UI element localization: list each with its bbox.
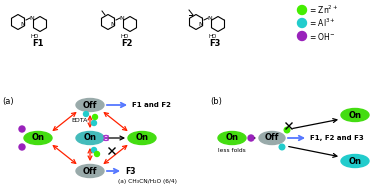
Circle shape [84,112,88,117]
Text: N: N [29,16,34,21]
Text: (a): (a) [2,97,14,106]
Ellipse shape [24,132,52,144]
Text: (b): (b) [210,97,222,106]
Text: F1 and F2: F1 and F2 [132,102,171,108]
Text: HO: HO [209,33,217,38]
Circle shape [297,18,307,28]
Circle shape [19,126,25,132]
Circle shape [284,127,290,133]
Circle shape [248,135,254,141]
Text: N: N [198,23,203,28]
Text: On: On [226,134,239,142]
Text: N: N [21,23,25,28]
Circle shape [94,152,99,157]
Text: On: On [135,134,149,142]
Text: EDTA: EDTA [72,119,88,124]
Text: HO: HO [121,33,129,38]
Circle shape [279,144,285,150]
Circle shape [91,147,96,152]
Ellipse shape [218,132,246,144]
Text: Off: Off [265,134,279,142]
Text: less folds: less folds [218,148,246,153]
Text: Off: Off [83,100,97,110]
Text: = Zn$^{2+}$: = Zn$^{2+}$ [309,4,338,16]
Text: = OH$^{-}$: = OH$^{-}$ [309,31,336,41]
Circle shape [91,120,96,125]
Circle shape [297,6,307,14]
Text: On: On [31,134,45,142]
Circle shape [93,115,98,120]
Ellipse shape [341,108,369,122]
Ellipse shape [76,98,104,112]
Text: = Al$^{3+}$: = Al$^{3+}$ [309,17,336,29]
Text: On: On [349,110,361,120]
Text: F2: F2 [121,40,133,48]
Ellipse shape [76,164,104,177]
Text: N: N [111,23,115,28]
Text: N: N [119,16,124,21]
Circle shape [19,144,25,150]
Ellipse shape [259,132,285,144]
Text: HO: HO [31,33,39,38]
Text: (a) CH₃CN/H₂O (6/4): (a) CH₃CN/H₂O (6/4) [118,179,177,184]
Text: On: On [84,134,96,142]
Text: F3: F3 [209,40,221,48]
Text: On: On [349,157,361,166]
Circle shape [297,31,307,41]
Ellipse shape [341,154,369,167]
Text: F1: F1 [32,40,44,48]
Ellipse shape [76,132,104,144]
Text: N: N [208,16,212,21]
Text: F3: F3 [125,166,135,176]
Text: Off: Off [83,166,97,176]
Ellipse shape [128,132,156,144]
Text: F1, F2 and F3: F1, F2 and F3 [310,135,364,141]
